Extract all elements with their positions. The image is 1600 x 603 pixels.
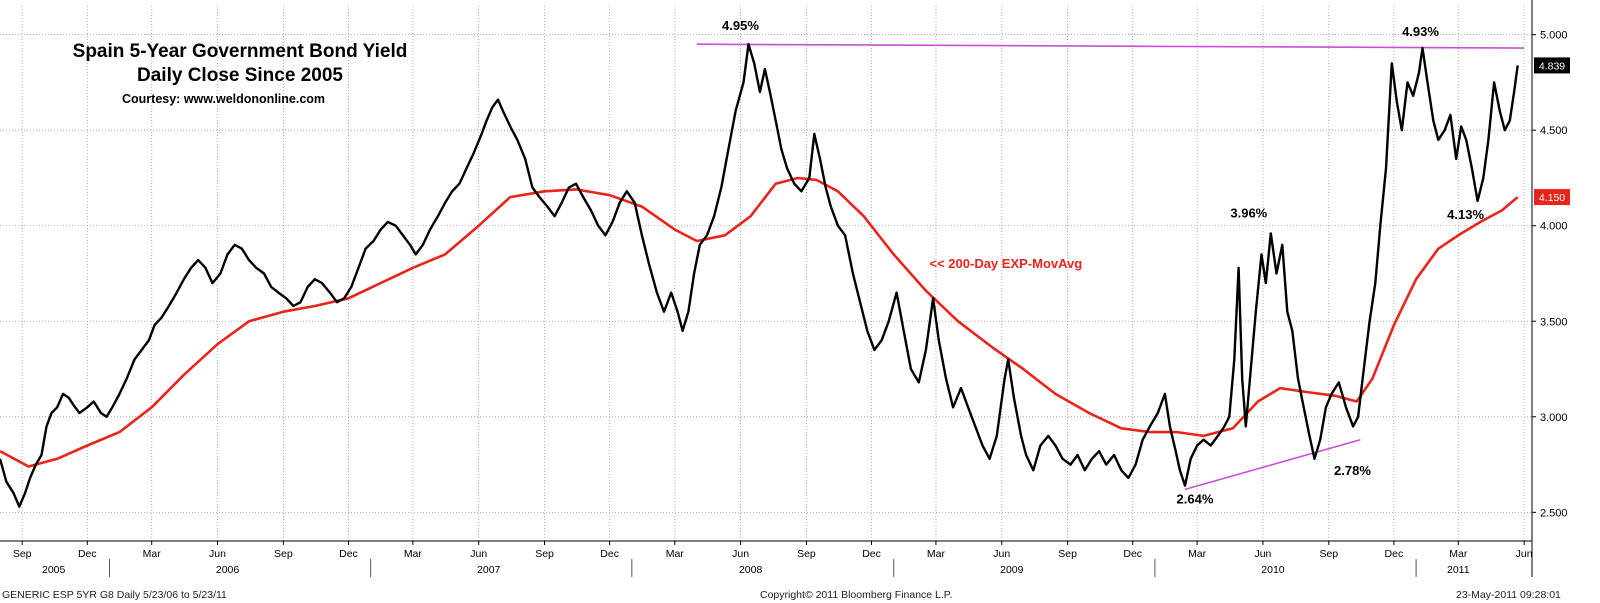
- last-value-label: 4.839: [1539, 60, 1565, 72]
- series-layer: [0, 43, 1519, 508]
- x-tick-label: Sep: [535, 548, 554, 560]
- x-tick-label: Jun: [1516, 548, 1533, 560]
- trend-reference-line: [696, 43, 1525, 49]
- x-year-label: 2009: [1000, 564, 1024, 576]
- chart-title: Spain 5-Year Government Bond Yield: [72, 41, 408, 62]
- chart-annotation: 4.13%: [1447, 207, 1484, 222]
- x-tick-label: Jun: [209, 548, 226, 560]
- x-tick-label: Jun: [470, 548, 487, 560]
- trend-reference-line: [1184, 438, 1361, 491]
- chart-annotation: 3.96%: [1230, 205, 1267, 220]
- chart-annotation: 4.93%: [1402, 24, 1439, 39]
- x-tick-label: Jun: [1254, 548, 1271, 560]
- footer-timestamp: 23-May-2011 09:28:01: [1456, 589, 1561, 601]
- last-value-label: 4.150: [1539, 192, 1565, 204]
- x-year-label: 2010: [1261, 564, 1285, 576]
- x-tick-label: Sep: [13, 548, 32, 560]
- x-year-label: 2011: [1447, 564, 1470, 576]
- x-tick-label: Mar: [1449, 548, 1468, 560]
- chart-subtitle: Daily Close Since 2005: [137, 65, 343, 86]
- x-tick-label: Dec: [78, 548, 97, 560]
- chart-courtesy: Courtesy: www.weldononline.com: [122, 92, 326, 106]
- x-tick-label: Dec: [1123, 548, 1142, 560]
- x-year-label: 2007: [477, 564, 501, 576]
- grid-layer: [0, 6, 1532, 541]
- x-tick-label: Mar: [666, 548, 685, 560]
- x-tick-label: Sep: [1058, 548, 1077, 560]
- series-line-yield: [0, 43, 1519, 508]
- chart-title-block: Spain 5-Year Government Bond Yield Daily…: [40, 40, 440, 106]
- x-tick-label: Mar: [927, 548, 946, 560]
- chart-annotation: 2.78%: [1334, 463, 1371, 478]
- x-year-label: 2005: [42, 564, 66, 576]
- y-tick-label: 3.000: [1540, 412, 1568, 424]
- x-tick-label: Dec: [600, 548, 619, 560]
- y-tick-label: 2.500: [1540, 507, 1568, 519]
- x-tick-label: Mar: [143, 548, 162, 560]
- chart-annotation: 4.95%: [722, 18, 759, 33]
- x-tick-label: Dec: [339, 548, 358, 560]
- x-tick-label: Dec: [862, 548, 881, 560]
- x-tick-label: Jun: [993, 548, 1010, 560]
- x-tick-label: Sep: [274, 548, 293, 560]
- x-tick-label: Dec: [1385, 548, 1404, 560]
- x-year-label: 2006: [216, 564, 240, 576]
- y-tick-label: 4.000: [1540, 221, 1568, 233]
- y-tick-label: 4.500: [1540, 125, 1568, 137]
- chart-annotation: 2.64%: [1177, 492, 1214, 507]
- x-tick-label: Sep: [1319, 548, 1338, 560]
- y-tick-label: 3.500: [1540, 316, 1568, 328]
- axes-layer: 2.500 3.000 3.500 4.000 4.500 5.000 Sep Dec Mar J…: [0, 0, 1570, 577]
- x-year-label: 2008: [739, 564, 763, 576]
- x-tick-label: Jun: [732, 548, 749, 560]
- y-tick-label: 5.000: [1540, 30, 1568, 42]
- x-tick-label: Mar: [1188, 548, 1207, 560]
- series-line-moving-average: [0, 176, 1519, 468]
- x-tick-label: Mar: [404, 548, 423, 560]
- last-value-tag: [1534, 189, 1570, 206]
- reference-lines-layer: [696, 43, 1525, 491]
- last-value-tag: [1534, 57, 1570, 74]
- annotations-layer: 4.95% 4.93% 3.96% 4.13% 2.64% 2.78% << 200-Day…: [722, 18, 1484, 506]
- x-tick-label: Sep: [797, 548, 816, 560]
- footer-copyright: Copyright© 2011 Bloomberg Finance L.P.: [760, 589, 953, 601]
- chart-annotation: << 200-Day EXP-MovAvg: [930, 256, 1083, 271]
- footer-security-info: GENERIC ESP 5YR G8 Daily 5/23/06 to 5/23…: [2, 589, 227, 601]
